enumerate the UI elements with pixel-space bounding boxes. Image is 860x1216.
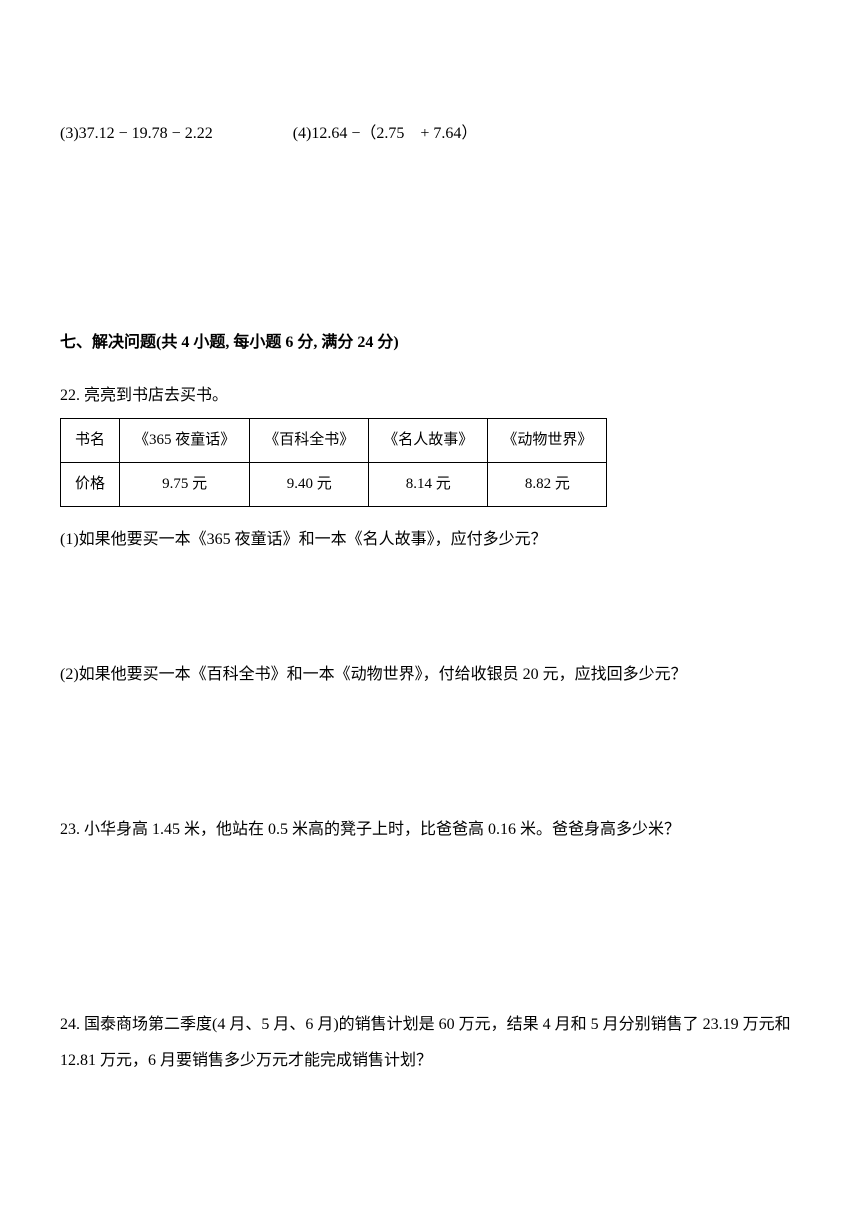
equation-3: (3)37.12 − 19.78 − 2.22 [60, 120, 213, 149]
section-7-heading: 七、解决问题(共 4 小题, 每小题 6 分, 满分 24 分) [60, 329, 800, 358]
row-header-name: 书名 [61, 418, 120, 462]
q22-sub1: (1)如果他要买一本《365 夜童话》和一本《名人故事》，应付多少元？ [60, 522, 800, 557]
book-price-table: 书名 《365 夜童话》 《百科全书》 《名人故事》 《动物世界》 价格 9.7… [60, 418, 607, 507]
question-22: 22. 亮亮到书店去买书。 书名 《365 夜童话》 《百科全书》 《名人故事》… [60, 378, 800, 693]
equation-4: (4)12.64 −（2.75 + 7.64） [293, 120, 478, 149]
table-row: 书名 《365 夜童话》 《百科全书》 《名人故事》 《动物世界》 [61, 418, 607, 462]
question-24: 24. 国泰商场第二季度(4 月、5 月、6 月)的销售计划是 60 万元，结果… [60, 1007, 800, 1077]
book-name-cell: 《名人故事》 [369, 418, 488, 462]
book-price-cell: 9.40 元 [250, 462, 369, 506]
book-name-cell: 《365 夜童话》 [120, 418, 250, 462]
book-price-cell: 8.82 元 [488, 462, 607, 506]
equation-row: (3)37.12 − 19.78 − 2.22 (4)12.64 −（2.75 … [60, 120, 800, 149]
book-name-cell: 《百科全书》 [250, 418, 369, 462]
book-name-cell: 《动物世界》 [488, 418, 607, 462]
book-price-cell: 9.75 元 [120, 462, 250, 506]
row-header-price: 价格 [61, 462, 120, 506]
table-row: 价格 9.75 元 9.40 元 8.14 元 8.82 元 [61, 462, 607, 506]
question-23: 23. 小华身高 1.45 米，他站在 0.5 米高的凳子上时，比爸爸高 0.1… [60, 812, 800, 847]
q22-sub2: (2)如果他要买一本《百科全书》和一本《动物世界》，付给收银员 20 元，应找回… [60, 657, 800, 692]
q22-intro: 22. 亮亮到书店去买书。 [60, 378, 800, 413]
book-price-cell: 8.14 元 [369, 462, 488, 506]
